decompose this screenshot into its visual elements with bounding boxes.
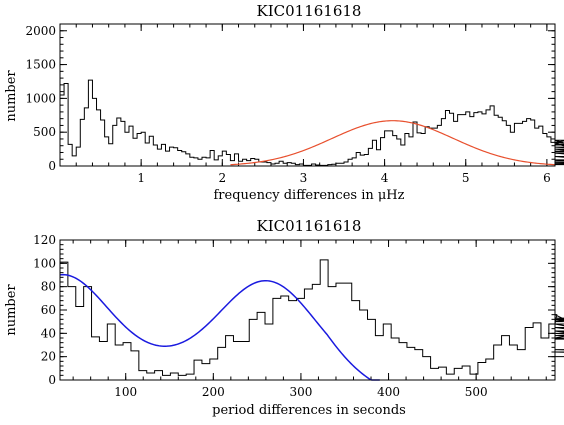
panel2-fit-curve — [59, 273, 380, 381]
panel2-title: KIC01161618 — [257, 217, 362, 235]
y-tick-label: 0 — [48, 373, 56, 387]
y-tick-label: 20 — [41, 350, 56, 364]
panel1-ylabel: number — [4, 70, 19, 122]
y-tick-label: 2000 — [25, 24, 56, 38]
panel2-ylabel: number — [4, 284, 19, 336]
y-tick-label: 40 — [41, 326, 56, 340]
y-tick-label: 1500 — [25, 58, 56, 72]
x-tick-label: 5 — [462, 171, 470, 185]
panel1-xlabel: frequency differences in μHz — [213, 188, 404, 203]
y-tick-label: 1000 — [25, 91, 56, 105]
panel1-ticks: 1 2 3 4 5 6 0 500 1000 1500 2000 — [25, 23, 555, 185]
panel2-xlabel: period differences in seconds — [212, 403, 406, 418]
panel2-plot-frame — [59, 239, 556, 381]
x-tick-label: 4 — [381, 171, 389, 185]
x-tick-label: 400 — [377, 385, 400, 399]
x-tick-label: 1 — [137, 171, 145, 185]
y-tick-label: 80 — [41, 280, 56, 294]
panel1-histogram-series — [60, 79, 564, 166]
x-tick-label: 200 — [202, 385, 225, 399]
x-tick-label: 2 — [218, 171, 226, 185]
x-tick-label: 300 — [289, 385, 312, 399]
x-tick-label: 6 — [543, 171, 551, 185]
panel-period: KIC01161618 100 200 300 400 500 0 20 40 60 80 100 1… — [4, 217, 564, 418]
panel2-histogram-series — [60, 259, 564, 376]
y-tick-label: 60 — [41, 303, 56, 317]
y-tick-label: 100 — [33, 256, 56, 270]
x-tick-label: 500 — [465, 385, 488, 399]
y-tick-label: 0 — [48, 159, 56, 173]
y-tick-label: 500 — [33, 125, 56, 139]
panel1-title: KIC01161618 — [257, 2, 362, 20]
y-tick-label: 120 — [33, 233, 56, 247]
x-tick-label: 3 — [300, 171, 308, 185]
panel1-plot-frame — [59, 23, 556, 167]
x-tick-label: 100 — [114, 385, 137, 399]
panel1-fit-curve — [230, 120, 556, 166]
panel-frequency: KIC01161618 1 2 3 4 5 6 0 500 1000 1500 2000 frequ… — [4, 2, 564, 203]
